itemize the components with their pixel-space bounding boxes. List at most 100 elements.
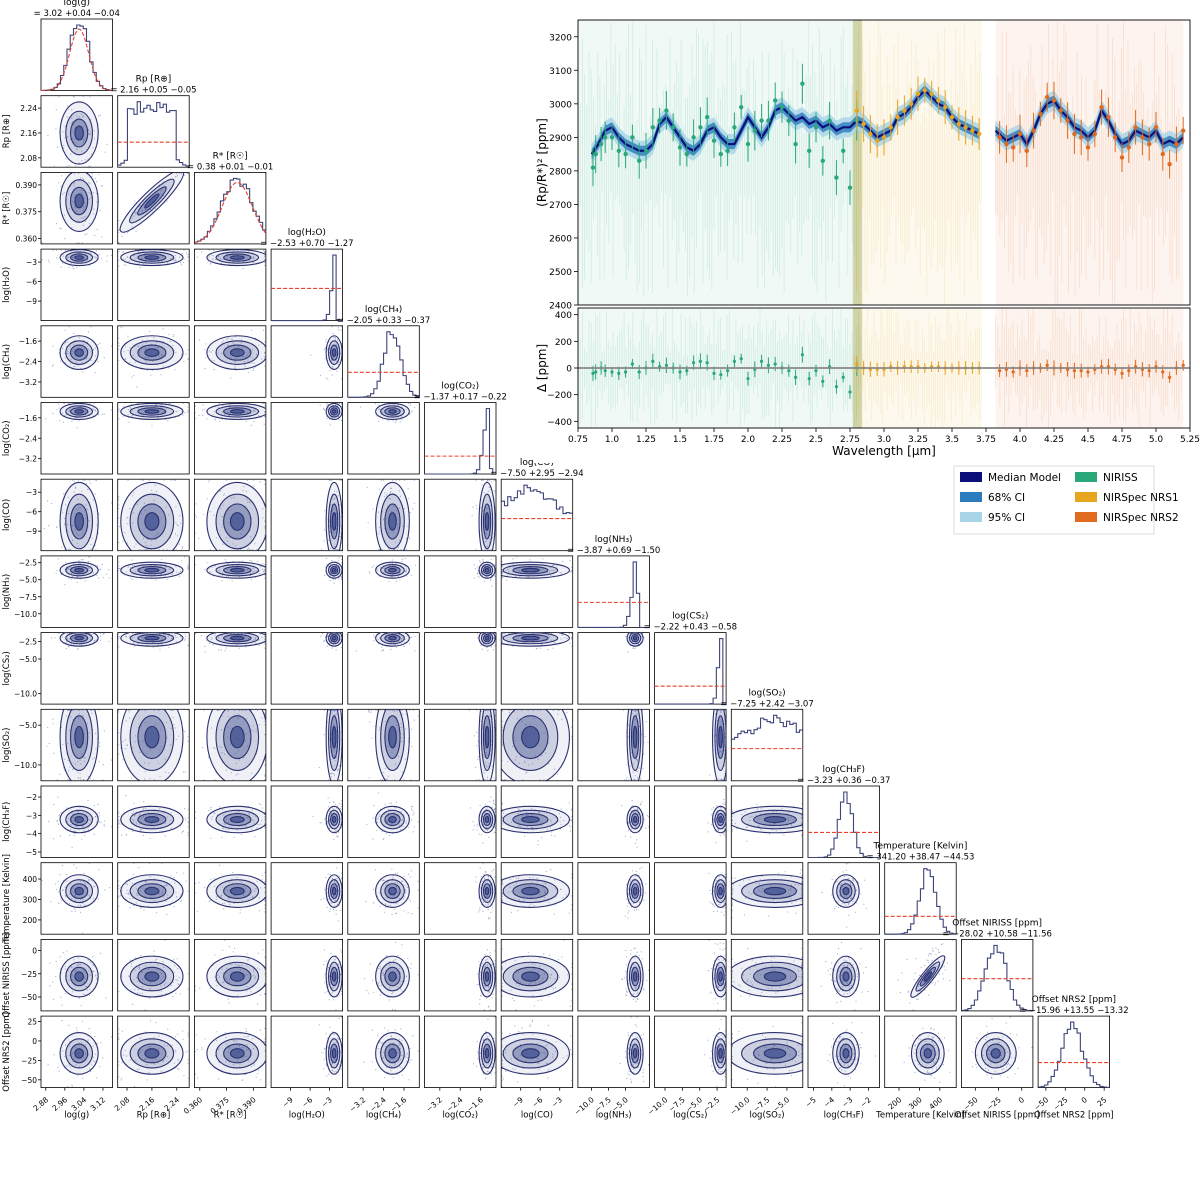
- sample-point: [326, 402, 328, 405]
- sample-point: [341, 800, 343, 802]
- sample-point: [101, 564, 103, 566]
- sample-point: [93, 804, 95, 807]
- contour-group: [325, 481, 343, 551]
- sample-point: [492, 649, 494, 651]
- param-value: = −2.05 +0.33 −0.37: [337, 316, 430, 326]
- sample-point: [83, 126, 85, 128]
- sample-point: [477, 756, 479, 758]
- sample-point: [253, 485, 255, 487]
- sample-point: [47, 259, 50, 261]
- sample-point: [627, 651, 629, 653]
- sample-point: [185, 353, 187, 355]
- sample-point: [103, 823, 105, 825]
- sample-point: [76, 581, 78, 584]
- sample-point: [99, 568, 102, 570]
- sample-point: [73, 183, 75, 185]
- sample-point: [647, 779, 650, 781]
- sample-point: [80, 192, 82, 194]
- sample-point: [182, 546, 184, 548]
- sample-point: [96, 228, 98, 230]
- param-title: log(SO₂): [748, 688, 785, 698]
- sample-point: [56, 569, 58, 572]
- y-axis-label: log(CS₂): [2, 651, 12, 685]
- sample-point: [82, 177, 84, 179]
- sample-point: [84, 479, 86, 481]
- corner-panel: [193, 171, 267, 245]
- sample-point: [148, 479, 150, 481]
- sample-point: [80, 177, 82, 179]
- sample-point: [264, 252, 266, 254]
- corner-panel: [500, 632, 574, 705]
- sample-point: [76, 267, 78, 269]
- sample-point: [341, 326, 343, 328]
- contour-group: [325, 335, 343, 371]
- sample-point: [323, 540, 325, 542]
- sample-point: [180, 264, 183, 266]
- sample-point: [529, 559, 531, 561]
- sample-point: [312, 815, 314, 818]
- sample-point: [196, 256, 198, 258]
- sample-point: [488, 479, 490, 481]
- sample-point: [368, 777, 370, 779]
- sample-point: [181, 832, 183, 834]
- param-value: = 0.38 +0.01 −0.01: [187, 162, 273, 172]
- sample-point: [230, 377, 232, 379]
- sample-point: [412, 508, 414, 510]
- sample-point: [220, 262, 223, 264]
- sample-point: [390, 648, 392, 651]
- contour-level: [718, 725, 723, 749]
- sample-point: [106, 260, 108, 262]
- sample-point: [714, 779, 716, 781]
- sample-point: [127, 549, 129, 551]
- sample-point: [108, 577, 110, 579]
- contour-level: [331, 635, 337, 641]
- sample-point: [62, 255, 64, 257]
- sample-point: [264, 577, 266, 579]
- sample-point: [98, 254, 100, 256]
- sample-point: [122, 759, 124, 761]
- sample-point: [187, 260, 189, 262]
- sample-point: [202, 404, 204, 406]
- sample-point: [493, 490, 496, 492]
- sample-point: [83, 202, 85, 204]
- sample-point: [203, 709, 205, 711]
- sample-point: [200, 251, 203, 253]
- sample-point: [571, 566, 573, 568]
- sample-point: [72, 131, 74, 133]
- contour-group: [59, 335, 99, 371]
- sample-point: [79, 116, 81, 118]
- sample-point: [118, 819, 120, 821]
- sample-point: [394, 421, 396, 423]
- sample-point: [493, 479, 495, 481]
- sample-point: [89, 131, 91, 133]
- y-tick-label: −2: [26, 793, 37, 802]
- sample-point: [382, 779, 384, 781]
- sample-point: [118, 633, 120, 635]
- sample-point: [264, 262, 266, 264]
- sample-point: [118, 242, 120, 244]
- corner-panel: [347, 785, 420, 858]
- sample-point: [151, 211, 153, 213]
- contour-level: [74, 816, 84, 824]
- sample-point: [67, 116, 69, 118]
- contour-group: [325, 402, 343, 420]
- sample-point: [100, 822, 102, 824]
- sample-point: [176, 172, 178, 175]
- prior-curve: [40, 28, 113, 92]
- sample-point: [154, 208, 157, 210]
- sample-point: [118, 231, 120, 233]
- prior-curve: [194, 181, 267, 244]
- contour-group: [59, 805, 99, 834]
- contour-level: [484, 567, 490, 573]
- y-tick-label: −2.4: [19, 434, 37, 443]
- sample-point: [55, 128, 57, 130]
- sample-point: [133, 645, 136, 647]
- panel-frame: [654, 632, 727, 705]
- sample-point: [99, 209, 101, 212]
- sample-point: [166, 578, 168, 580]
- sample-point: [94, 371, 96, 374]
- sample-point: [70, 153, 72, 155]
- sample-point: [405, 549, 408, 551]
- sample-point: [81, 838, 83, 840]
